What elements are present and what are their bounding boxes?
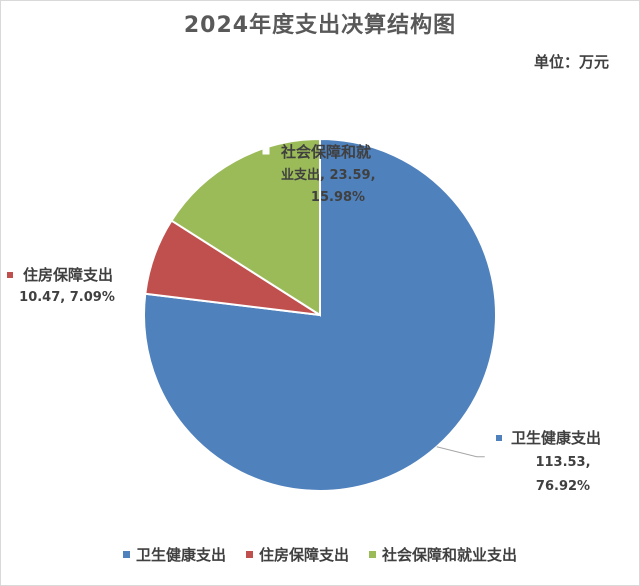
legend-item-health: 卫生健康支出 [122, 544, 226, 565]
legend-item-housing: 住房保障支出 [245, 544, 349, 565]
data-label-name-social-line1: 社会保障和就 [280, 143, 371, 161]
label-marker-health [496, 435, 502, 441]
legend-swatch-health [122, 551, 130, 558]
unit-label: 单位：万元 [533, 53, 609, 71]
legend-label-social: 社会保障和就业支出 [382, 546, 518, 564]
data-label-value-social: 业支出, 23.59, [281, 167, 376, 183]
chart-legend: 卫生健康支出 住房保障支出 社会保障和就业支出 [1, 544, 639, 565]
data-label-name-health: 卫生健康支出 [511, 429, 601, 447]
data-label-value-housing: 10.47, 7.09% [19, 290, 115, 305]
data-label-name-housing: 住房保障支出 [23, 266, 113, 284]
legend-label-housing: 住房保障支出 [258, 546, 349, 564]
legend-item-social: 社会保障和就业支出 [369, 544, 517, 565]
data-label-value-health: 113.53, [535, 455, 590, 470]
data-label-percent-health: 76.92% [536, 479, 590, 494]
data-label-percent-social: 15.98% [311, 190, 365, 205]
legend-label-health: 卫生健康支出 [135, 546, 226, 564]
legend-swatch-social [369, 551, 376, 558]
label-marker-social [262, 144, 270, 155]
pie-slice-social [170, 137, 321, 317]
leader-line-health [436, 446, 485, 458]
chart-title: 2024年度支出决算结构图 [183, 13, 457, 38]
legend-swatch-housing [245, 551, 253, 558]
label-marker-housing [7, 272, 13, 278]
